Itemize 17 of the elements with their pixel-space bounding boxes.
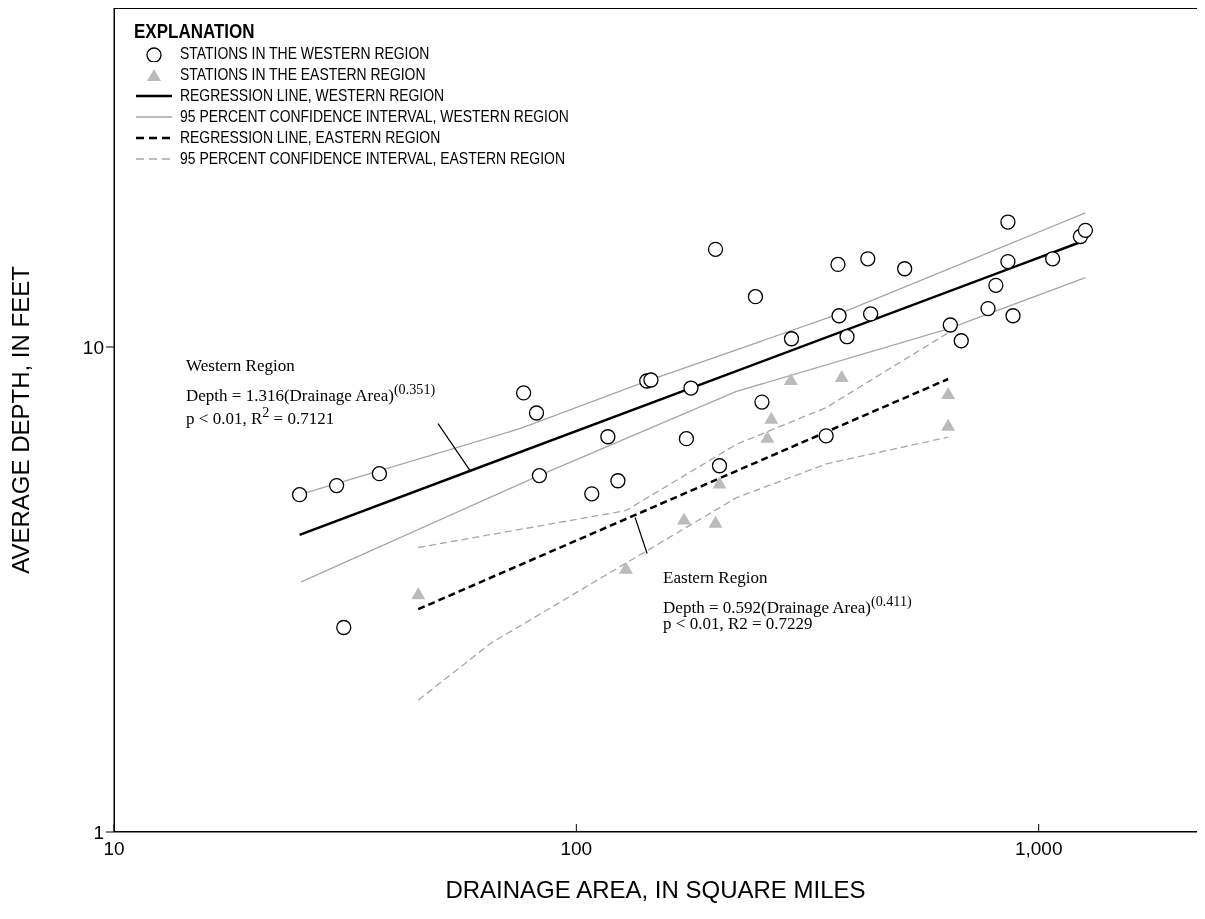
x-tick-label: 100 (560, 838, 593, 860)
x-axis-title: DRAINAGE AREA, IN SQUARE MILES (445, 876, 866, 903)
legend-label: 95 PERCENT CONFIDENCE INTERVAL, EASTERN REGION (180, 148, 565, 169)
annotation: Depth = 1.316(Drainage Area)$^{(0.351)}$ (186, 379, 436, 406)
legend-label: REGRESSION LINE, EASTERN REGION (180, 127, 441, 148)
legend-label: 95 PERCENT CONFIDENCE INTERVAL, WESTERN REGION (180, 106, 569, 127)
x-tick-label: 1,000 (1014, 838, 1063, 860)
annotation: Eastern Region (663, 567, 768, 588)
annotation: Depth = 0.592(Drainage Area)$^{(0.411)}$ (663, 591, 912, 617)
y-axis-title: AVERAGE DEPTH, IN FEET (6, 265, 34, 574)
x-tick-label: 10 (103, 838, 125, 860)
legend-label: REGRESSION LINE, WESTERN REGION (180, 85, 445, 106)
annotation: Western Region (186, 355, 295, 376)
legend-label: STATIONS IN THE WESTERN REGION (180, 43, 430, 64)
y-tick-label: 1 (93, 821, 104, 843)
legend-title: EXPLANATION (134, 20, 256, 43)
legend-label: STATIONS IN THE EASTERN REGION (180, 64, 426, 85)
